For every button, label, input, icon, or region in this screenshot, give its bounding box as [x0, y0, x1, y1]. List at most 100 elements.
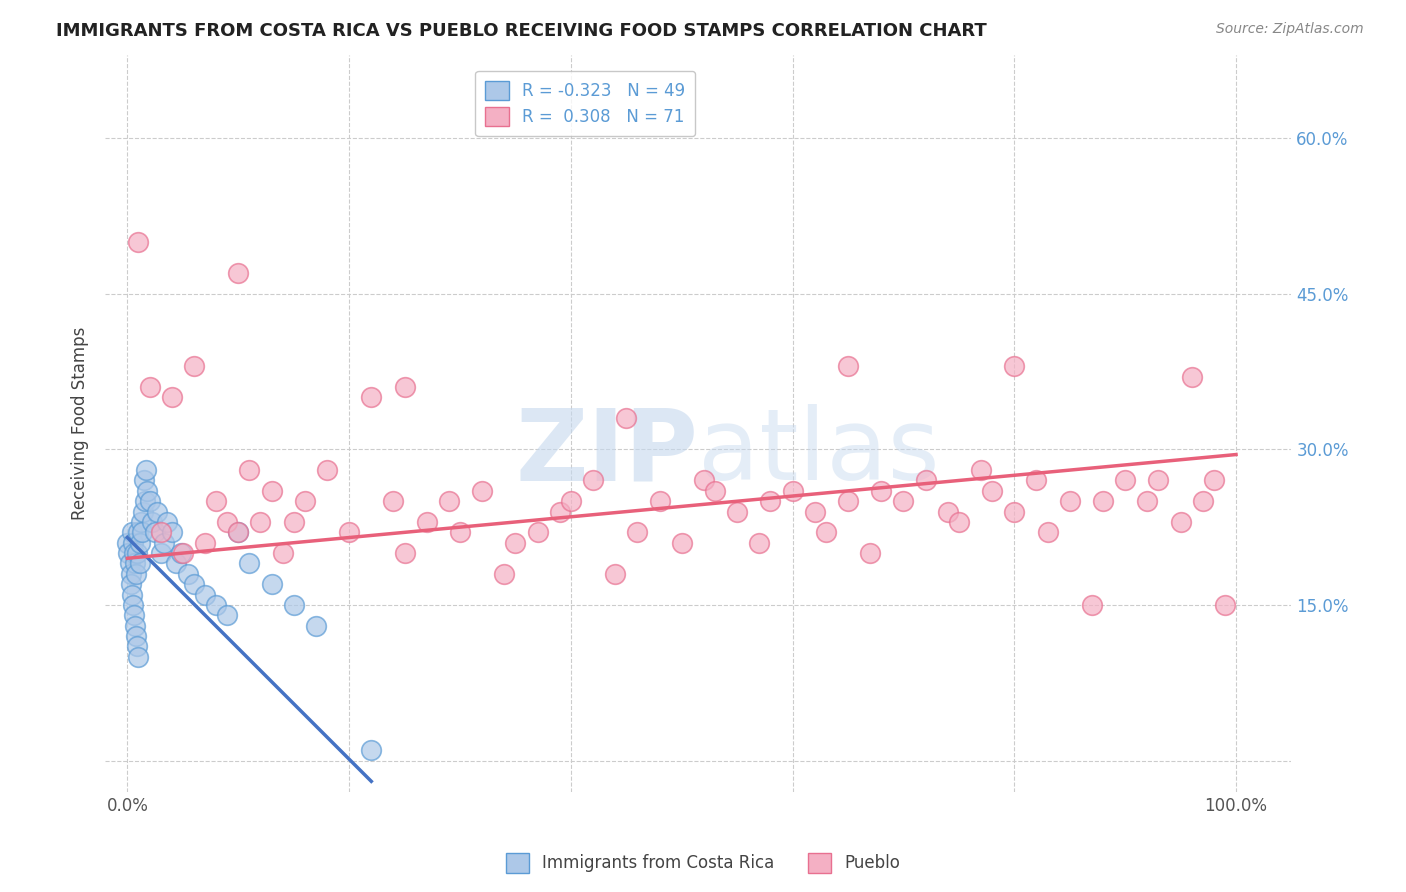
Point: [748, 535, 770, 549]
Point: [135, 463, 157, 477]
Point: [134, 494, 156, 508]
Point: [238, 463, 260, 477]
Point: [283, 515, 305, 529]
Point: [394, 380, 416, 394]
Point: [260, 577, 283, 591]
Legend: Immigrants from Costa Rica, Pueblo: Immigrants from Costa Rica, Pueblo: [499, 847, 907, 880]
Point: [1002, 505, 1025, 519]
Point: [394, 546, 416, 560]
Point: [626, 525, 648, 540]
Point: [725, 505, 748, 519]
Point: [125, 566, 148, 581]
Point: [605, 566, 627, 581]
Point: [1059, 494, 1081, 508]
Point: [1202, 474, 1225, 488]
Point: [127, 525, 149, 540]
Point: [122, 598, 145, 612]
Point: [360, 391, 382, 405]
Point: [614, 411, 637, 425]
Point: [118, 557, 141, 571]
Point: [337, 525, 360, 540]
Point: [1002, 359, 1025, 374]
Point: [360, 743, 382, 757]
Point: [183, 577, 205, 591]
Point: [859, 546, 882, 560]
Point: [177, 566, 200, 581]
Point: [648, 494, 671, 508]
Text: Source: ZipAtlas.com: Source: ZipAtlas.com: [1216, 22, 1364, 37]
Point: [271, 546, 294, 560]
Point: [526, 525, 548, 540]
Point: [183, 359, 205, 374]
Point: [131, 525, 153, 540]
Point: [415, 515, 437, 529]
Point: [1136, 494, 1159, 508]
Point: [138, 380, 160, 394]
Point: [471, 483, 494, 498]
Point: [160, 525, 183, 540]
Point: [870, 483, 893, 498]
Point: [138, 494, 160, 508]
Y-axis label: Receiving Food Stamps: Receiving Food Stamps: [72, 326, 89, 520]
Point: [759, 494, 782, 508]
Point: [1181, 369, 1204, 384]
Point: [671, 535, 693, 549]
Point: [1036, 525, 1059, 540]
Point: [165, 557, 187, 571]
Legend: R = -0.323   N = 49, R =  0.308   N = 71: R = -0.323 N = 49, R = 0.308 N = 71: [475, 70, 695, 136]
Point: [121, 588, 143, 602]
Point: [132, 474, 155, 488]
Point: [156, 515, 179, 529]
Text: IMMIGRANTS FROM COSTA RICA VS PUEBLO RECEIVING FOOD STAMPS CORRELATION CHART: IMMIGRANTS FROM COSTA RICA VS PUEBLO REC…: [56, 22, 987, 40]
Point: [1213, 598, 1236, 612]
Point: [226, 266, 249, 280]
Point: [1170, 515, 1192, 529]
Point: [153, 535, 176, 549]
Point: [814, 525, 837, 540]
Point: [837, 359, 859, 374]
Point: [560, 494, 582, 508]
Point: [120, 566, 142, 581]
Point: [494, 566, 516, 581]
Point: [1191, 494, 1213, 508]
Point: [914, 474, 936, 488]
Point: [127, 546, 149, 560]
Point: [260, 483, 283, 498]
Point: [704, 483, 727, 498]
Point: [893, 494, 915, 508]
Point: [125, 629, 148, 643]
Point: [124, 557, 146, 571]
Point: [127, 649, 149, 664]
Point: [283, 598, 305, 612]
Point: [146, 505, 169, 519]
Point: [449, 525, 471, 540]
Point: [205, 598, 228, 612]
Point: [582, 474, 605, 488]
Point: [936, 505, 959, 519]
Point: [1081, 598, 1104, 612]
Point: [226, 525, 249, 540]
Text: atlas: atlas: [699, 404, 941, 501]
Point: [316, 463, 339, 477]
Point: [1091, 494, 1114, 508]
Point: [205, 494, 228, 508]
Point: [124, 618, 146, 632]
Point: [837, 494, 859, 508]
Text: ZIP: ZIP: [516, 404, 699, 501]
Point: [548, 505, 571, 519]
Point: [382, 494, 405, 508]
Point: [194, 588, 217, 602]
Point: [1114, 474, 1136, 488]
Point: [128, 557, 150, 571]
Point: [160, 391, 183, 405]
Point: [981, 483, 1004, 498]
Point: [122, 608, 145, 623]
Point: [149, 546, 172, 560]
Point: [1147, 474, 1170, 488]
Point: [120, 577, 142, 591]
Point: [693, 474, 716, 488]
Point: [143, 525, 166, 540]
Point: [249, 515, 271, 529]
Point: [127, 235, 149, 249]
Point: [294, 494, 316, 508]
